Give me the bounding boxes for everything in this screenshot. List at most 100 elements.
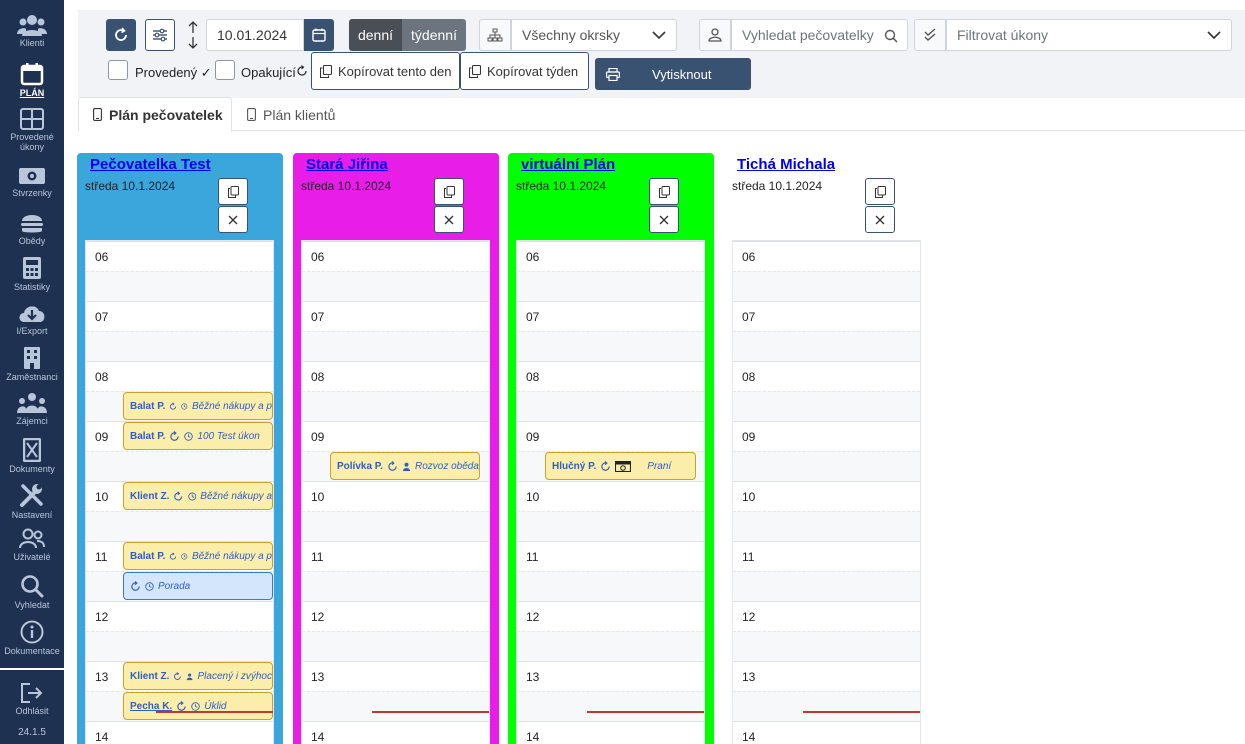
- date-input[interactable]: 10.01.2024: [206, 19, 304, 51]
- district-select[interactable]: Všechny okrsky: [511, 19, 677, 51]
- hour-slot[interactable]: 06: [86, 241, 273, 271]
- sidebar-item-export[interactable]: I/Export: [0, 302, 64, 336]
- hour-slot[interactable]: 13: [302, 661, 489, 691]
- half-hour-slot[interactable]: [302, 631, 489, 661]
- hour-slot[interactable]: 09: [302, 421, 489, 451]
- half-hour-slot[interactable]: [86, 511, 273, 541]
- hour-slot[interactable]: 12: [733, 601, 920, 631]
- half-hour-slot[interactable]: [86, 271, 273, 301]
- half-hour-slot[interactable]: [302, 271, 489, 301]
- caregiver-name-link[interactable]: virtuální Plán: [521, 156, 616, 173]
- hour-slot[interactable]: 13: [86, 661, 273, 691]
- caregiver-search-input[interactable]: Vyhledat pečovatelky: [731, 19, 908, 51]
- hour-slot[interactable]: 07: [302, 301, 489, 331]
- half-hour-slot[interactable]: [86, 331, 273, 361]
- hour-slot[interactable]: 08: [86, 361, 273, 391]
- half-hour-slot[interactable]: [302, 331, 489, 361]
- hour-slot[interactable]: 13: [517, 661, 704, 691]
- clear-column-button[interactable]: [865, 206, 895, 233]
- schedule-event[interactable]: Balat P. 100 Test úkon: [123, 422, 273, 450]
- clear-column-button[interactable]: [649, 206, 679, 233]
- sidebar-item-plan[interactable]: PLÁN: [0, 62, 64, 98]
- task-filter-select[interactable]: Filtrovat úkony: [946, 19, 1232, 51]
- copy-column-button[interactable]: [434, 178, 464, 205]
- sidebar-item-klienti[interactable]: Klienti: [0, 14, 64, 48]
- half-hour-slot[interactable]: [517, 391, 704, 421]
- half-hour-slot[interactable]: [86, 631, 273, 661]
- sidebar-item-stvrzenky[interactable]: Stvrzenky: [0, 166, 64, 198]
- half-hour-slot[interactable]: [302, 511, 489, 541]
- half-hour-slot[interactable]: [733, 391, 920, 421]
- caregiver-name-link[interactable]: Tichá Michala: [737, 156, 836, 173]
- schedule-event[interactable]: Pecha K. Úklid: [123, 692, 273, 720]
- hour-slot[interactable]: 10: [302, 481, 489, 511]
- half-hour-slot[interactable]: [733, 631, 920, 661]
- hour-slot[interactable]: 07: [733, 301, 920, 331]
- copy-column-button[interactable]: [218, 178, 248, 205]
- caregiver-name-link[interactable]: Stará Jiřina: [306, 156, 388, 173]
- half-hour-slot[interactable]: [302, 391, 489, 421]
- hour-slot[interactable]: 07: [517, 301, 704, 331]
- hour-slot[interactable]: 10: [733, 481, 920, 511]
- schedule-event[interactable]: Polívka P. Rozvoz oběda: [330, 452, 480, 480]
- half-hour-slot[interactable]: [517, 511, 704, 541]
- half-hour-slot[interactable]: [302, 571, 489, 601]
- view-week-button[interactable]: týdenní: [402, 19, 466, 51]
- half-hour-slot[interactable]: [517, 631, 704, 661]
- hour-slot[interactable]: 12: [302, 601, 489, 631]
- sidebar-item-zamestnanci[interactable]: Zaměstnanci: [0, 346, 64, 382]
- sidebar-item-dokumenty[interactable]: Dokumenty: [0, 438, 64, 474]
- caregiver-name-link[interactable]: Pečovatelka Test: [90, 156, 211, 173]
- hour-slot[interactable]: 08: [302, 361, 489, 391]
- schedule-event[interactable]: Porada: [123, 572, 273, 600]
- sidebar-item-statistiky[interactable]: Statistiky: [0, 256, 64, 292]
- half-hour-slot[interactable]: [302, 691, 489, 721]
- schedule-event[interactable]: Klient Z. Placený i zvýhoc: [123, 662, 273, 690]
- sidebar-item-nastaveni[interactable]: Nastavení: [0, 482, 64, 520]
- sidebar-item-uzivatele[interactable]: Uživatelé: [0, 528, 64, 562]
- hour-slot[interactable]: 14: [733, 721, 920, 744]
- tab-client-plan[interactable]: Plán klientů: [233, 97, 363, 132]
- done-checkbox[interactable]: [108, 60, 128, 80]
- hour-slot[interactable]: 14: [86, 721, 273, 744]
- sidebar-item-zajemci[interactable]: Zájemci: [0, 392, 64, 426]
- half-hour-slot[interactable]: [517, 571, 704, 601]
- half-hour-slot[interactable]: [733, 271, 920, 301]
- refresh-button[interactable]: [106, 19, 136, 51]
- hour-slot[interactable]: 11: [733, 541, 920, 571]
- hour-slot[interactable]: 08: [517, 361, 704, 391]
- hour-slot[interactable]: 06: [733, 241, 920, 271]
- clear-column-button[interactable]: [218, 206, 248, 233]
- hour-slot[interactable]: 14: [517, 721, 704, 744]
- sidebar-item-provedene-ukony[interactable]: Provedené úkony: [0, 108, 64, 152]
- hour-slot[interactable]: 10: [517, 481, 704, 511]
- hour-slot[interactable]: 09: [86, 421, 273, 451]
- half-hour-slot[interactable]: [733, 331, 920, 361]
- repeat-checkbox[interactable]: [215, 60, 235, 80]
- hour-slot[interactable]: 08: [733, 361, 920, 391]
- half-hour-slot[interactable]: [517, 331, 704, 361]
- half-hour-slot[interactable]: [733, 691, 920, 721]
- hour-slot[interactable]: 13: [733, 661, 920, 691]
- clear-column-button[interactable]: [434, 206, 464, 233]
- hour-slot[interactable]: 09: [733, 421, 920, 451]
- hour-slot[interactable]: 12: [86, 601, 273, 631]
- tab-caregiver-plan[interactable]: Plán pečovatelek: [78, 97, 232, 132]
- hour-slot[interactable]: 11: [517, 541, 704, 571]
- half-hour-slot[interactable]: [86, 451, 273, 481]
- hour-slot[interactable]: 09: [517, 421, 704, 451]
- hour-slot[interactable]: 07: [86, 301, 273, 331]
- copy-column-button[interactable]: [649, 178, 679, 205]
- hour-slot[interactable]: 06: [302, 241, 489, 271]
- copy-column-button[interactable]: [865, 178, 895, 205]
- schedule-event[interactable]: Hlučný P. Praní: [545, 452, 696, 480]
- hour-slot[interactable]: 14: [302, 721, 489, 744]
- copy-day-button[interactable]: Kopírovat tento den: [311, 52, 460, 90]
- half-hour-slot[interactable]: [517, 271, 704, 301]
- hour-slot[interactable]: 10: [86, 481, 273, 511]
- date-picker-button[interactable]: [304, 19, 334, 51]
- sort-arrows-icon[interactable]: [186, 21, 200, 54]
- sidebar-item-dokumentace[interactable]: Dokumentace: [0, 620, 64, 656]
- hour-slot[interactable]: 11: [302, 541, 489, 571]
- logout-button[interactable]: Odhlásit: [0, 682, 64, 716]
